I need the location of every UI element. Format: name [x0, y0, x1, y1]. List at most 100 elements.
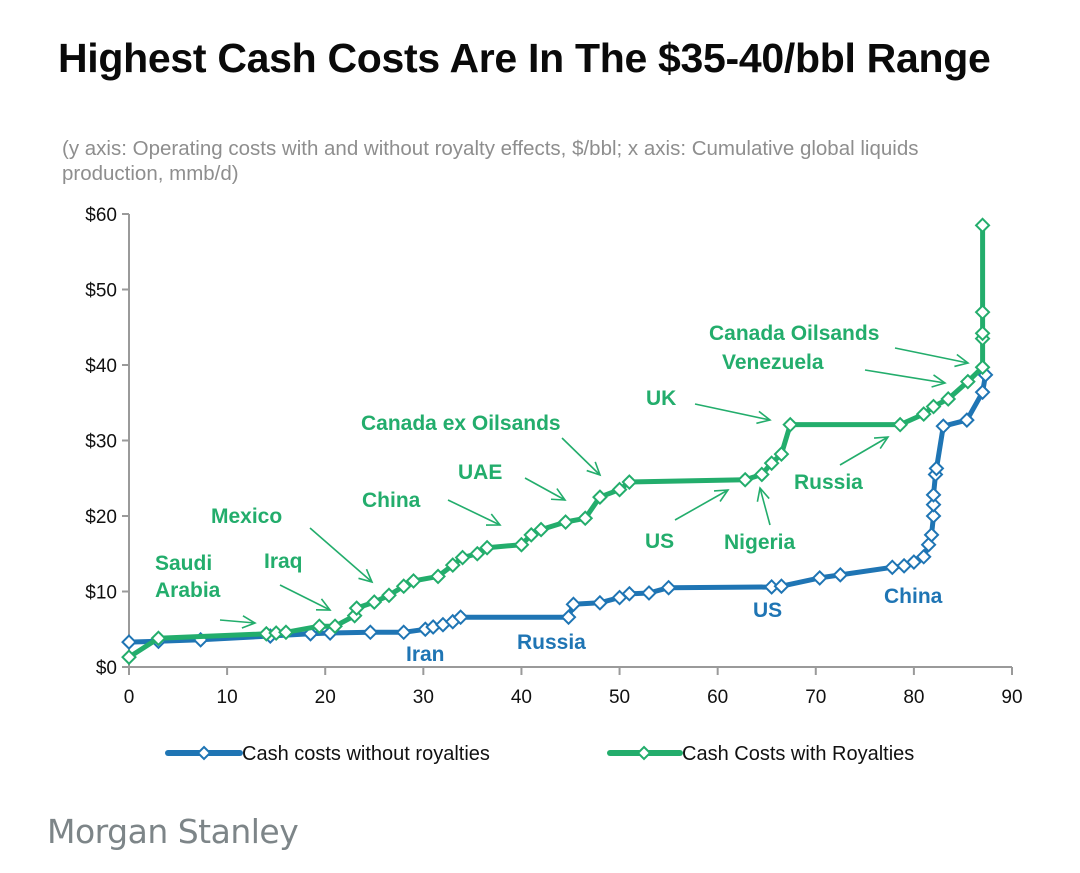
data-point-diamond: [366, 594, 383, 610]
data-point-diamond: [959, 373, 976, 390]
series-layer: [121, 217, 994, 666]
data-point-diamond: [641, 585, 657, 601]
y-tick-label: $50: [85, 281, 117, 302]
data-point-diamond: [621, 474, 638, 490]
data-point-diamond: [974, 217, 991, 234]
annotation-label: US: [753, 599, 782, 622]
legend-diamond-icon: [636, 745, 652, 761]
data-point-diamond: [974, 359, 991, 376]
annotation-arrowhead-icon: [756, 410, 772, 425]
data-point-diamond: [311, 618, 328, 635]
data-point-diamond: [892, 416, 909, 433]
data-point-diamond: [925, 398, 942, 415]
y-tick-label: $0: [96, 658, 117, 679]
data-point-diamond: [592, 594, 608, 611]
data-point-diamond: [444, 557, 461, 573]
data-point-diamond: [557, 514, 574, 530]
data-point-diamond: [121, 634, 137, 650]
legend-label-without-royalties: Cash costs without royalties: [242, 743, 490, 765]
legend-item-with-royalties[interactable]: Cash Costs with Royalties: [607, 743, 914, 765]
annotation: Russia: [517, 631, 586, 654]
data-point-diamond: [915, 406, 932, 422]
series-with-royalties: [121, 217, 991, 666]
data-point-diamond: [905, 554, 922, 570]
annotation: Mexico: [211, 505, 374, 584]
annotation: China: [884, 585, 943, 608]
x-tick-label: 20: [315, 687, 336, 708]
data-point-diamond: [940, 391, 957, 407]
x-tick-label: 40: [511, 687, 532, 708]
legend: Cash costs without royalties Cash Costs …: [165, 743, 914, 765]
annotation-arrowhead-icon: [586, 461, 602, 477]
data-point-diamond: [884, 559, 901, 576]
annotation-arrowhead-icon: [713, 489, 730, 502]
annotation-arrow-line: [839, 436, 889, 466]
annotation-arrowhead-icon: [954, 353, 970, 368]
x-tick-label: 0: [124, 687, 135, 708]
x-tick-label: 50: [609, 687, 630, 708]
x-tick-label: 10: [217, 687, 238, 708]
annotation-arrow-line: [894, 347, 969, 364]
data-point-diamond: [395, 578, 412, 595]
annotation-arrowhead-icon: [873, 436, 890, 450]
data-point-diamond: [513, 536, 530, 553]
data-point-diamond: [452, 609, 469, 626]
data-point-diamond: [611, 481, 628, 498]
legend-label-with-royalties: Cash Costs with Royalties: [682, 743, 914, 765]
annotation-arrowhead-icon: [931, 374, 947, 388]
data-point-diamond: [773, 578, 790, 595]
data-point-diamond: [362, 624, 379, 641]
data-point-diamond: [121, 649, 137, 666]
annotation-label: Russia: [794, 471, 863, 494]
annotation-arrow-line: [864, 369, 946, 384]
data-point-diamond: [405, 573, 422, 589]
annotation-label: UK: [646, 387, 676, 410]
annotation-label: US: [645, 530, 674, 553]
annotation: Russia: [794, 436, 890, 494]
y-tick-label: $20: [85, 507, 117, 528]
x-tick-label: 90: [1001, 687, 1022, 708]
annotation-arrow-line: [674, 489, 729, 521]
x-tick-label: 30: [413, 687, 434, 708]
data-point-diamond: [753, 466, 770, 483]
data-point-diamond: [811, 569, 828, 586]
data-point-diamond: [782, 416, 799, 433]
annotation: Saudi Arabia: [155, 552, 257, 629]
annotation-label: Canada Oilsands: [709, 322, 879, 345]
annotation-label: China: [884, 585, 943, 608]
data-point-diamond: [454, 549, 471, 566]
annotation-arrow-line: [447, 499, 501, 526]
data-point-diamond: [278, 624, 294, 641]
y-tick-label: $10: [85, 583, 117, 604]
annotation: Canada Oilsands: [709, 322, 970, 368]
data-point-diamond: [523, 526, 540, 543]
data-point-diamond: [660, 579, 677, 596]
annotation: Nigeria: [724, 486, 796, 554]
annotation: US: [645, 489, 730, 553]
data-point-diamond: [592, 489, 608, 506]
axes: $0 $10 $20 $30 $40 $50 $60 0 10 20 30 40 50 60 70 80 90: [85, 205, 1022, 708]
annotation-arrowhead-icon: [241, 615, 257, 629]
data-point-diamond: [925, 486, 942, 503]
annotation-label: UAE: [458, 461, 502, 484]
data-point-diamond: [958, 412, 975, 429]
y-tick-label: $60: [85, 205, 117, 226]
data-point-diamond: [974, 304, 991, 321]
annotation: Iran: [406, 643, 445, 666]
annotation-label: Arabia: [155, 579, 221, 602]
data-point-diamond: [935, 418, 952, 435]
legend-diamond-icon: [196, 745, 212, 761]
data-point-diamond: [925, 496, 942, 513]
annotation-arrowhead-icon: [315, 598, 332, 611]
x-tick-label: 80: [903, 687, 924, 708]
data-point-diamond: [920, 536, 937, 553]
annotation-arrow-line: [279, 584, 331, 611]
chart-title: Highest Cash Costs Are In The $35-40/bbl…: [58, 35, 991, 81]
annotation-arrow-line: [309, 527, 373, 583]
data-point-diamond: [763, 455, 780, 472]
data-point-diamond: [348, 600, 365, 617]
annotation-arrow-line: [759, 487, 771, 526]
annotation-label: Mexico: [211, 505, 282, 528]
series-line: [126, 222, 986, 660]
legend-item-without-royalties[interactable]: Cash costs without royalties: [165, 743, 490, 765]
